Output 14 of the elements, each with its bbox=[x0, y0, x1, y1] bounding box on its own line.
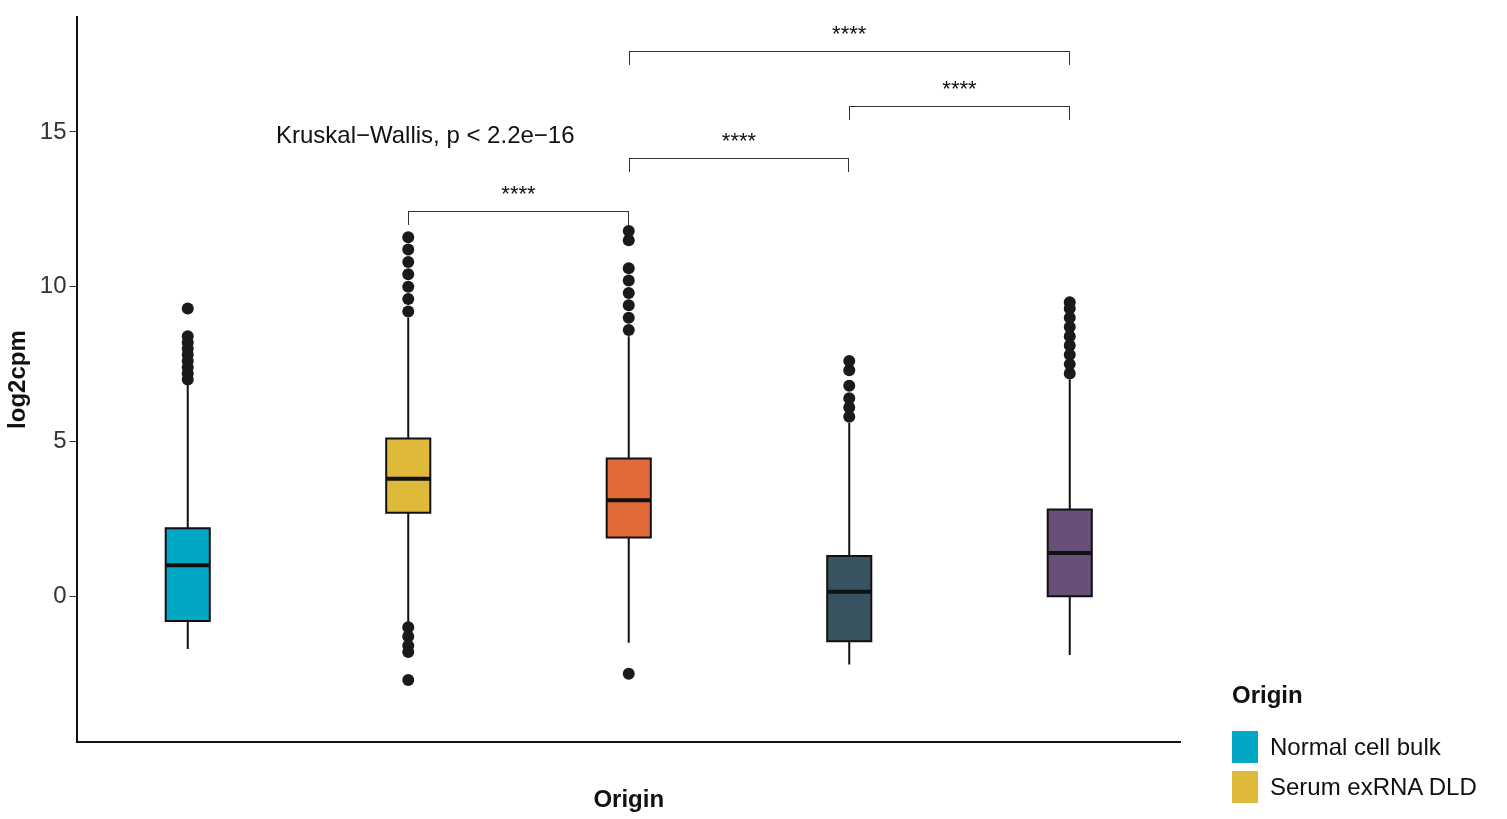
annotation: **** bbox=[500, 180, 537, 207]
annotation: **** bbox=[720, 128, 758, 155]
y-tick-label: 10 bbox=[39, 271, 67, 299]
y-axis-title: log2cpm bbox=[3, 330, 31, 429]
annotation: Kruskal−Wallis, p < 2.2e−16 bbox=[275, 121, 575, 150]
legend-label: Normal cell bulk bbox=[1270, 733, 1441, 761]
legend-label: Serum exRNA DLD bbox=[1270, 773, 1477, 801]
y-tick-label: 15 bbox=[39, 116, 67, 144]
y-tick-label: 5 bbox=[53, 426, 67, 454]
annotation: **** bbox=[941, 75, 978, 102]
legend-title: Origin bbox=[1232, 681, 1304, 709]
annotation: **** bbox=[831, 21, 868, 48]
x-axis-title: Origin bbox=[593, 785, 665, 813]
y-tick-label: 0 bbox=[53, 580, 67, 608]
